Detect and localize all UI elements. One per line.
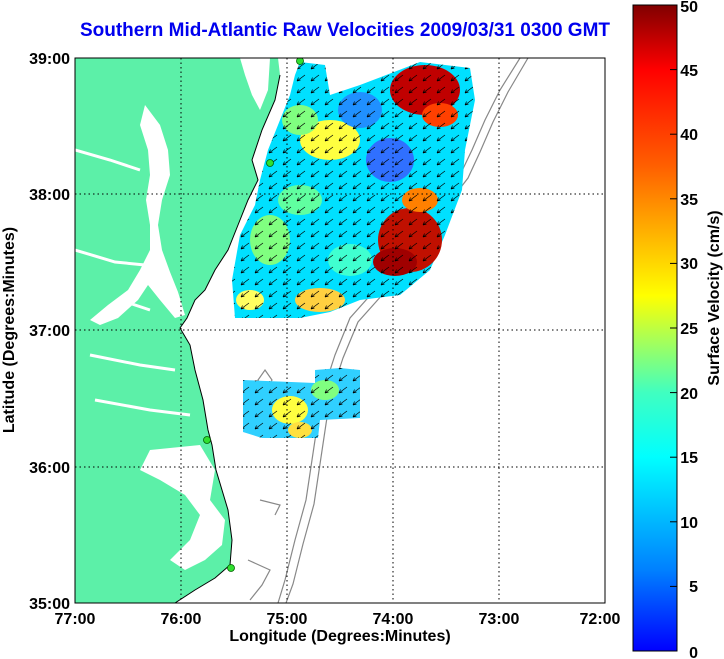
coastline [174, 74, 281, 603]
grid-lines [75, 58, 605, 603]
radar-site-3 [203, 436, 211, 444]
colorbar-tick-label: 35 [680, 192, 698, 209]
pamlico-sound [140, 445, 225, 570]
colorbar-tick-label: 45 [680, 63, 698, 80]
colorbar-label: Surface Velocity (cm/s) [706, 210, 723, 385]
y-tick-labels: 39:00 38:00 37:00 36:00 35:00 [29, 51, 70, 613]
y-tick-label: 37:00 [29, 323, 70, 340]
colorbar-tick-label: 50 [680, 0, 698, 16]
colorbar-tick-label: 30 [680, 256, 698, 273]
colorbar-tick-label: 25 [680, 321, 698, 338]
colorbar-tick-label: 10 [680, 515, 698, 532]
x-axis-label: Longitude (Degrees:Minutes) [229, 628, 450, 645]
colorbar-ticks [670, 4, 677, 587]
x-tick-label: 77:00 [55, 611, 96, 628]
colorbar-tick-label: 0 [689, 645, 698, 659]
x-tick-label: 76:00 [161, 611, 202, 628]
x-tick-label: 75:00 [267, 611, 308, 628]
x-tick-label: 72:00 [580, 611, 621, 628]
radar-sites [203, 58, 304, 572]
chesapeake-bay [90, 105, 185, 325]
colorbar-tick-labels: 0 5 10 15 20 25 30 35 40 45 50 [680, 0, 698, 659]
y-tick-label: 38:00 [29, 187, 70, 204]
colorbar-tick-label: 40 [680, 127, 698, 144]
radar-site-1 [296, 58, 304, 65]
x-tick-labels: 77:00 76:00 75:00 74:00 73:00 72:00 [55, 611, 621, 628]
colorbar-tick-label: 20 [680, 386, 698, 403]
velocity-field-south [243, 368, 360, 438]
colorbar-tick-label: 15 [680, 450, 698, 467]
y-tick-label: 36:00 [29, 460, 70, 477]
bathymetry-contours [247, 58, 529, 603]
y-tick-label: 39:00 [29, 51, 70, 68]
plot-frame [74, 57, 606, 604]
x-tick-label: 73:00 [479, 611, 520, 628]
x-tick-label: 74:00 [373, 611, 414, 628]
velocity-field-north [232, 62, 475, 318]
delaware-bay [240, 58, 270, 110]
colorbar-tick-label: 5 [689, 579, 698, 596]
y-tick-label: 35:00 [29, 596, 70, 613]
radar-site-4 [227, 564, 235, 572]
y-axis-label: Latitude (Degrees:Minutes) [1, 227, 18, 433]
rivers [75, 148, 191, 417]
colorbar [632, 4, 678, 652]
radar-site-2 [266, 159, 274, 167]
map-title: Southern Mid-Atlantic Raw Velocities 200… [79, 20, 611, 41]
